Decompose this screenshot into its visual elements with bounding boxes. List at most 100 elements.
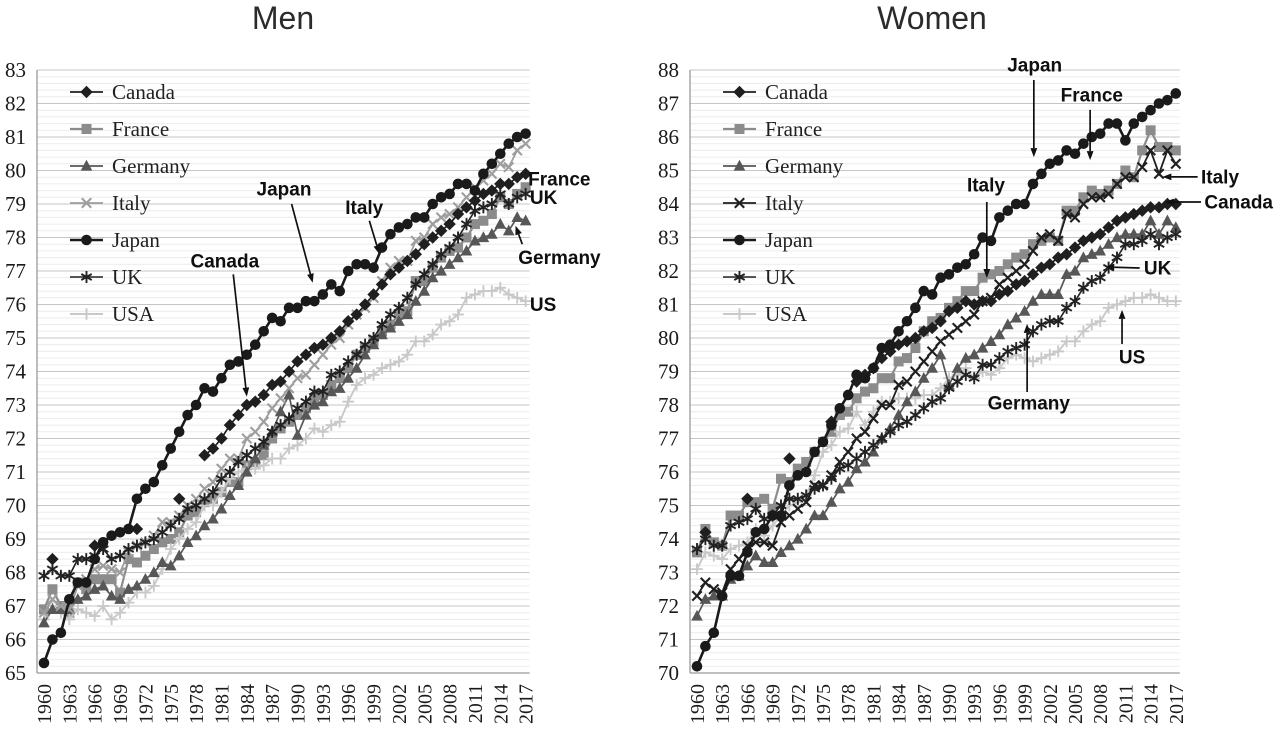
circle-marker [469, 185, 481, 196]
triangle-marker [249, 452, 262, 464]
square-marker [1011, 252, 1022, 263]
plus-marker [164, 543, 177, 555]
square-marker [734, 124, 745, 134]
x-tick-label: 1999 [364, 684, 386, 724]
square-marker [343, 363, 354, 374]
circle-marker [216, 372, 227, 384]
x-tick-label: 1984 [237, 684, 259, 724]
circle-marker [190, 399, 202, 411]
x-marker [935, 335, 947, 347]
x-marker [435, 211, 447, 223]
square-marker [826, 426, 837, 437]
diamond-marker [741, 492, 754, 505]
x-marker [1044, 228, 1056, 240]
triangle-marker [968, 348, 980, 360]
square-marker [960, 286, 971, 297]
circle-marker [309, 295, 320, 307]
x-marker [909, 366, 921, 377]
x-tick-label: 1972 [135, 684, 157, 724]
circle-marker [106, 530, 117, 541]
legend-item-germany: Germany [723, 154, 844, 178]
circle-marker [452, 178, 464, 190]
x-marker [1161, 144, 1173, 156]
legend-item-canada: Canada [723, 80, 829, 104]
asterisk-marker [443, 241, 456, 254]
plus-marker [393, 355, 405, 368]
circle-marker [784, 480, 795, 491]
circle-marker [893, 326, 904, 337]
series-line-usa [43, 286, 526, 621]
diamond-marker [699, 526, 712, 539]
square-marker [393, 309, 404, 320]
triangle-marker [985, 335, 997, 346]
circle-marker [817, 436, 829, 448]
square-marker [208, 493, 218, 504]
x-tick-labels: 1960 1963 1966 1969 1972 1975 1978 1981 1984 1987… [687, 684, 1188, 724]
diamond-marker [173, 492, 186, 505]
triangle-marker [792, 532, 804, 544]
square-marker [1103, 185, 1114, 196]
circle-marker [165, 443, 177, 454]
diamond-marker [206, 442, 220, 455]
x-marker [1010, 265, 1022, 277]
triangle-marker [410, 294, 422, 306]
y-tick-label: 82 [5, 92, 26, 116]
annotation-germany: Germany [515, 225, 601, 269]
legend-label-japan: Japan [112, 228, 160, 252]
x-marker [968, 309, 980, 320]
triangle-marker [750, 549, 762, 561]
annotation-uk: UK [530, 188, 558, 209]
diamond-marker [130, 522, 144, 536]
asterisk-marker [241, 449, 253, 462]
plus-marker [114, 606, 126, 619]
x-marker [494, 158, 506, 170]
diamond-marker [1094, 227, 1107, 241]
circle-marker [792, 470, 804, 481]
circle-marker [1002, 205, 1014, 216]
circle-marker [884, 339, 896, 351]
circle-marker [131, 493, 143, 505]
diamond-marker [1068, 241, 1082, 254]
y-tick-label: 75 [658, 494, 679, 518]
series-uk [38, 187, 532, 582]
asterisk-marker [350, 348, 363, 361]
diamond-marker [409, 248, 422, 261]
x-tick-label: 1987 [914, 684, 936, 724]
square-marker [174, 527, 185, 538]
triangle-marker [1102, 238, 1115, 249]
annotation-label-germany: Germany [988, 393, 1071, 414]
diamond-marker [88, 539, 101, 552]
circle-marker [283, 302, 295, 314]
plus-marker [808, 469, 821, 482]
diamond-marker [46, 552, 59, 566]
triangle-marker [993, 328, 1006, 340]
asterisk-marker [985, 358, 997, 371]
square-marker [1095, 188, 1106, 199]
x-marker [1077, 198, 1089, 210]
asterisk-marker [1069, 295, 1081, 308]
series-markers-italy [691, 144, 1182, 602]
x-marker [308, 359, 320, 371]
triangle-marker [46, 603, 59, 614]
asterisk-marker [131, 539, 143, 552]
circle-marker [977, 232, 988, 243]
asterisk-marker [1094, 271, 1106, 284]
asterisk-marker [519, 187, 532, 200]
asterisk-marker [38, 569, 50, 582]
circle-marker [1162, 94, 1173, 106]
circle-marker [767, 510, 778, 521]
triangle-marker [122, 583, 135, 594]
diamond-marker [909, 331, 922, 345]
circle-marker [876, 342, 888, 354]
square-marker [486, 209, 497, 220]
square-marker [952, 296, 963, 307]
plus-marker [1153, 292, 1165, 304]
asterisk-marker [435, 248, 447, 261]
plus-marker [1052, 345, 1064, 358]
x-marker [106, 563, 118, 575]
x-tick-label: 1972 [788, 684, 810, 724]
legend-item-italy: Italy [723, 191, 804, 215]
diamond-marker [367, 288, 380, 301]
square-marker [1061, 205, 1072, 216]
triangle-marker [733, 159, 746, 171]
